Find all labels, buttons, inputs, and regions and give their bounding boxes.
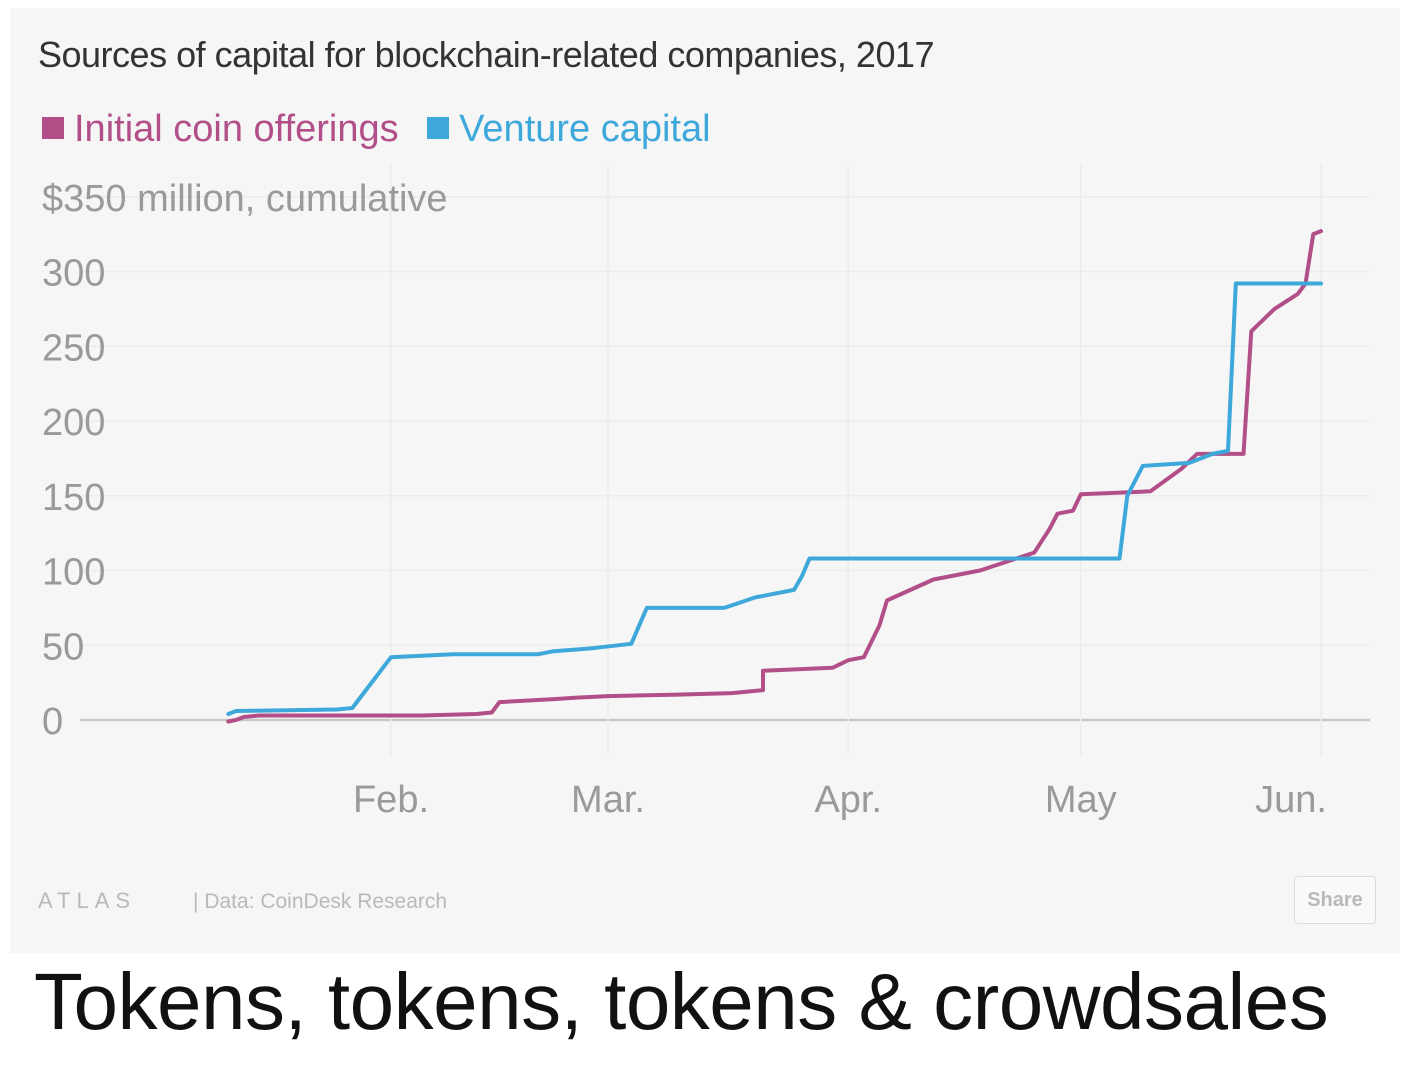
x-tick-label: Apr.: [814, 779, 882, 821]
legend-item-vc: Venture capital: [427, 108, 711, 151]
y-tick-label: 150: [42, 477, 105, 519]
legend-swatch-ico: [42, 117, 64, 139]
legend: Initial coin offerings Venture capital: [42, 108, 729, 151]
grid-lines: [80, 165, 1370, 755]
y-tick-label: 200: [42, 402, 105, 444]
series-line-venture-capital: [226, 281, 1323, 716]
x-tick-label: Jun.: [1255, 779, 1327, 821]
atlas-logo: ATLAS: [38, 888, 137, 913]
series-line-initial-coin-offerings: [226, 229, 1323, 724]
x-tick-label: Mar.: [571, 779, 645, 821]
y-tick-label: 250: [42, 327, 105, 369]
x-tick-label: Feb.: [353, 779, 429, 821]
data-source: | Data: CoinDesk Research: [193, 890, 447, 914]
slide-caption: Tokens, tokens, tokens & crowdsales: [34, 957, 1329, 1046]
y-tick-label: 0: [42, 701, 63, 743]
x-axis-ticks: Feb. Mar. Apr. May Jun.: [353, 779, 1327, 821]
y-tick-label: 300: [42, 253, 105, 295]
y-tick-label: 50: [42, 626, 84, 668]
share-button[interactable]: Share: [1294, 876, 1376, 924]
legend-label-ico: Initial coin offerings: [74, 108, 399, 150]
chart-title: Sources of capital for blockchain-relate…: [38, 34, 935, 75]
legend-item-ico: Initial coin offerings: [42, 108, 399, 151]
source-text: Data: CoinDesk Research: [204, 890, 448, 913]
series-lines: [226, 229, 1323, 724]
x-tick-label: May: [1045, 779, 1117, 821]
y-axis-ticks: 0 50 100 150 200 250 300: [42, 253, 105, 744]
legend-swatch-vc: [427, 117, 450, 139]
legend-label-vc: Venture capital: [459, 108, 711, 150]
source-separator: |: [193, 890, 199, 913]
y-axis-label: $350 million, cumulative: [42, 178, 448, 220]
y-tick-label: 100: [42, 552, 105, 594]
